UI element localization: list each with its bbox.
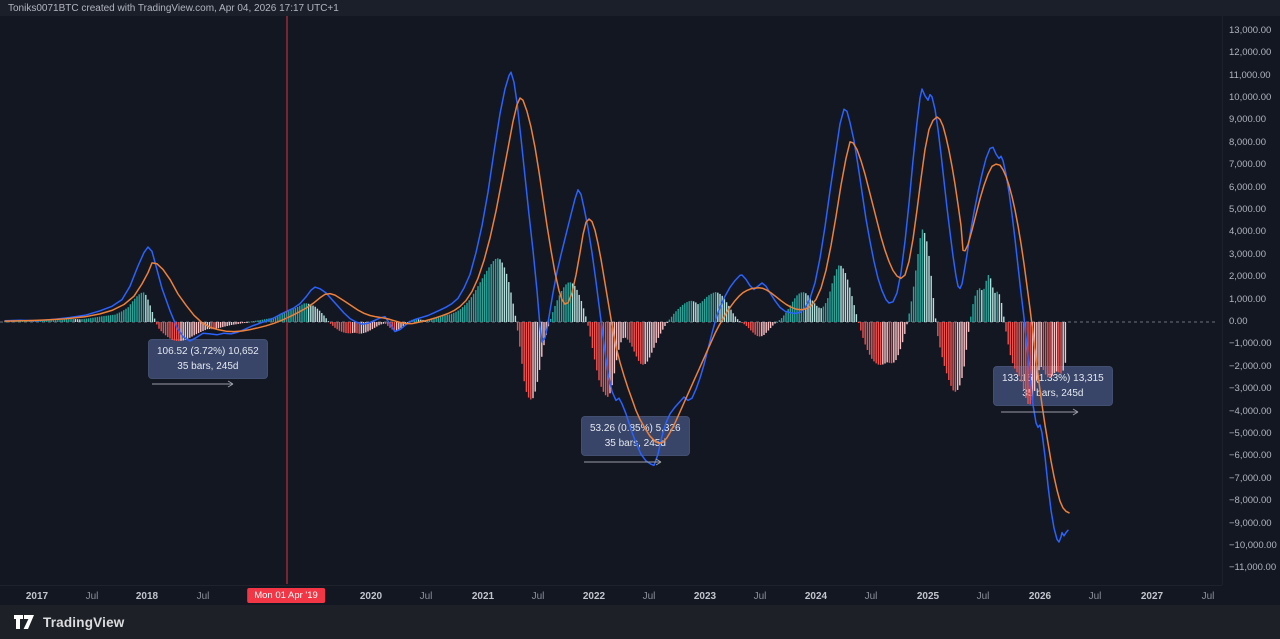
measure-value: 106.52 (3.72%) 10,652 [157,346,259,357]
time-axis-label: Jul [1088,591,1102,602]
chart-watermark: Toniks0071BTC created with TradingView.c… [8,3,339,14]
time-axis-label: 2023 [693,591,717,602]
event-date-badge[interactable]: Mon 01 Apr '19 [247,588,325,603]
price-axis-label: −7,000.00 [1229,472,1272,484]
price-axis-label: −2,000.00 [1229,360,1272,372]
time-axis-label: Jul [1201,591,1215,602]
price-axis-label: 11,000.00 [1229,69,1271,81]
time-axis-label: Jul [85,591,99,602]
price-axis-label: −1,000.00 [1229,338,1272,350]
time-axis-label: 2022 [582,591,606,602]
time-axis-label: Jul [642,591,656,602]
price-axis-label: −6,000.00 [1229,450,1272,462]
price-axis-label: −10,000.00 [1229,540,1277,551]
footer-bar: TradingView [0,605,1280,639]
measure-value: 53.26 (0.85%) 5,326 [590,423,681,434]
chart-canvas[interactable] [0,0,1222,585]
price-axis-label: 5,000.00 [1229,204,1266,215]
price-axis-label: −8,000.00 [1229,495,1272,507]
price-axis-label: −9,000.00 [1229,517,1272,529]
time-axis-label: 2025 [916,591,940,602]
price-axis-label: 3,000.00 [1229,248,1266,260]
price-axis-label: 7,000.00 [1229,159,1266,171]
time-axis-label: Jul [976,591,990,602]
price-axis-label: −11,000.00 [1229,562,1277,574]
price-axis[interactable]: 13,000.00 12,000.00 11,000.00 10,000.00 9,00… [1222,16,1280,585]
time-axis-label: Jul [531,591,545,602]
price-axis-label: 12,000.00 [1229,47,1272,59]
tradingview-logo-icon [14,615,34,629]
time-axis-label: 2021 [471,591,495,602]
time-axis-label: 2020 [359,591,383,602]
price-axis-label: −4,000.00 [1229,405,1272,417]
price-axis-label: 9,000.00 [1229,114,1266,126]
time-axis-label: Jul [196,591,210,602]
price-axis-label: 1,000.00 [1229,293,1266,305]
time-axis-label: 2017 [25,591,49,602]
header-strip [0,0,1280,16]
measure-label-1[interactable]: 106.52 (3.72%) 10,652 35 bars, 245d [148,339,268,379]
brand-name: TradingView [43,614,125,630]
price-axis-label: −5,000.00 [1229,428,1272,439]
measure-value: 133.15 (1.33%) 13,315 [1002,373,1104,384]
time-axis-label: Jul [419,591,433,602]
price-axis-label: −3,000.00 [1229,383,1272,395]
tradingview-logo[interactable]: TradingView [14,615,124,630]
measure-range: 35 bars, 245d [1022,388,1084,399]
time-axis-label: Jul [753,591,767,602]
price-axis-label: 6,000.00 [1229,181,1266,193]
time-axis-label: Jul [864,591,878,602]
time-axis[interactable]: 2017Jul2018Jul2019Jul2020Jul2021Jul2022J… [0,585,1222,606]
price-axis-label: 0.00 [1229,316,1248,327]
price-axis-label: 8,000.00 [1229,136,1266,148]
price-axis-label: 2,000.00 [1229,271,1266,283]
price-axis-label: 4,000.00 [1229,226,1266,238]
time-axis-label: 2018 [135,591,159,602]
price-axis-label: 13,000.00 [1229,24,1272,36]
price-axis-label: 10,000.00 [1229,92,1272,103]
time-axis-label: 2027 [1140,591,1164,602]
time-axis-label: 2024 [804,591,828,602]
measure-range: 35 bars, 245d [177,361,239,372]
measure-label-2[interactable]: 53.26 (0.85%) 5,326 35 bars, 245d [581,416,690,456]
time-axis-label: 2026 [1028,591,1052,602]
measure-range: 35 bars, 245d [604,438,666,449]
